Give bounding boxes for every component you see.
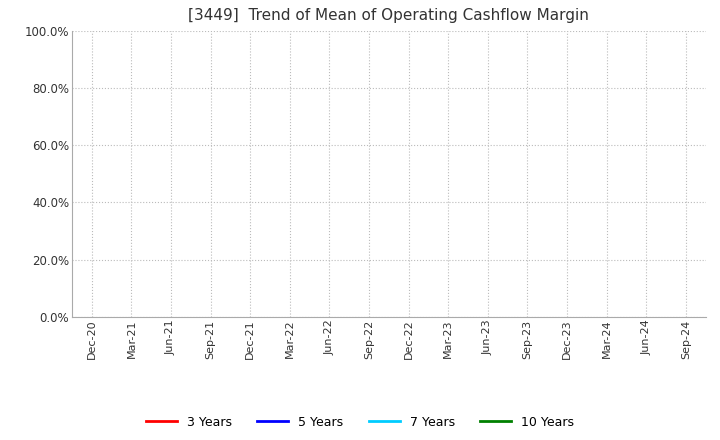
Legend: 3 Years, 5 Years, 7 Years, 10 Years: 3 Years, 5 Years, 7 Years, 10 Years: [141, 411, 579, 434]
Title: [3449]  Trend of Mean of Operating Cashflow Margin: [3449] Trend of Mean of Operating Cashfl…: [189, 7, 589, 23]
